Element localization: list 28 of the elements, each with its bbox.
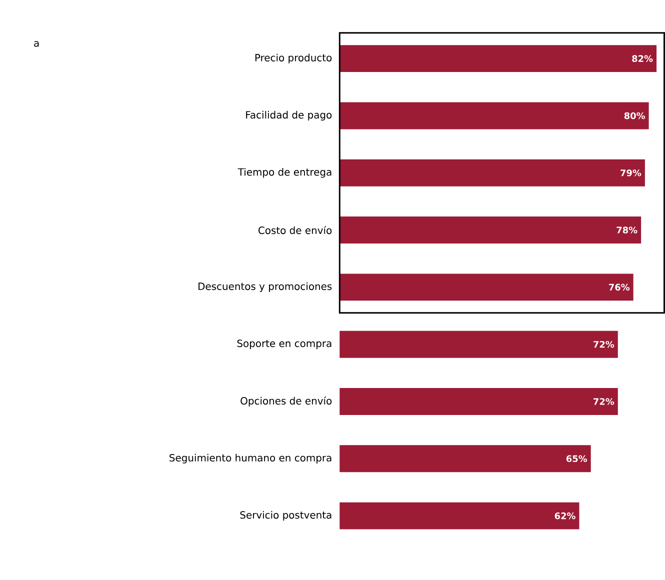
data-label: 72% bbox=[594, 398, 614, 405]
y-tick-label: Descuentos y promociones bbox=[198, 282, 332, 292]
y-tick-label: Costo de envío bbox=[258, 226, 332, 234]
data-label: 78% bbox=[616, 226, 638, 234]
y-tick-label: Soporte en compra bbox=[237, 339, 332, 349]
y-tick-label: Seguimiento humano en compra bbox=[170, 454, 332, 464]
bar bbox=[340, 388, 618, 415]
text: a bbox=[34, 40, 39, 47]
data-label: 82% bbox=[632, 54, 653, 62]
bar bbox=[340, 159, 645, 186]
y-tick-label: Servicio postventa bbox=[240, 510, 332, 520]
data-label: 65% bbox=[566, 455, 588, 462]
bar bbox=[340, 330, 618, 358]
data-label: 80% bbox=[624, 112, 646, 119]
y-tick-label: Tiempo de entrega bbox=[238, 168, 332, 178]
bar bbox=[340, 102, 649, 130]
bar bbox=[340, 274, 634, 300]
bar bbox=[340, 502, 580, 530]
y-tick-label: Facilidad de pago bbox=[246, 110, 332, 120]
data-label: 76% bbox=[608, 284, 630, 290]
data-label: 72% bbox=[594, 340, 614, 348]
bar bbox=[340, 44, 657, 72]
bar bbox=[340, 216, 642, 244]
bar bbox=[340, 445, 591, 472]
data-label: 62% bbox=[554, 512, 576, 520]
y-tick-label: Opciones de envío bbox=[240, 396, 332, 406]
data-label: 79% bbox=[620, 169, 642, 176]
y-tick-label: Precio producto bbox=[255, 54, 332, 64]
